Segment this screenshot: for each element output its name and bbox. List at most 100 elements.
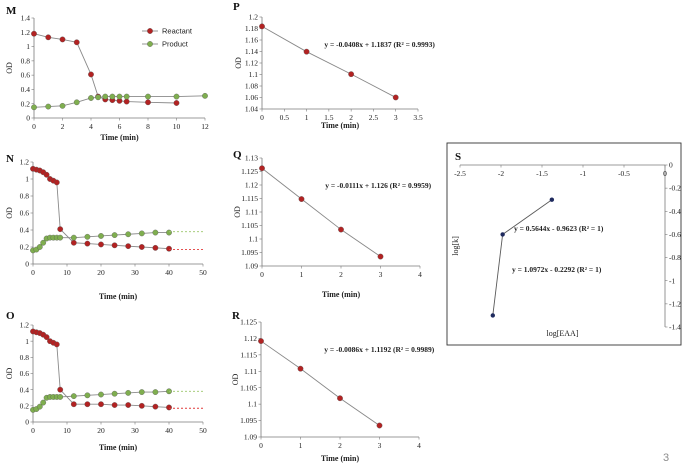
y-tick-label: 1.08 — [245, 82, 258, 91]
data-point — [258, 338, 264, 344]
fit-line — [261, 25, 396, 98]
data-point-product — [145, 93, 151, 100]
data-point-product — [138, 230, 145, 237]
x-tick-label: 10 — [63, 426, 71, 435]
x-tick-label: 10 — [63, 268, 71, 277]
data-point-reactant — [111, 242, 118, 249]
data-point-product — [98, 391, 104, 398]
y-tick-label: 0.6 — [20, 209, 30, 218]
chart-S: -2.5 -2 -1.5 -1 -0.5 00-0.2-0.4-0.6-0.8-1-1.2… — [446, 142, 682, 346]
data-point-product — [102, 93, 109, 100]
y-tick-label: 0.6 — [20, 369, 30, 378]
x-tick-label: 20 — [97, 426, 105, 435]
data-point — [392, 94, 399, 101]
y-tick-label: 0.2 — [21, 99, 31, 108]
data-point — [303, 48, 310, 55]
data-point-product — [70, 234, 77, 241]
y-tick-label: 1.13 — [245, 154, 258, 163]
y-tick-label: 1.4 — [21, 14, 31, 23]
x-tick-label: 40 — [165, 426, 173, 435]
x-tick-label: 2 — [61, 122, 65, 131]
trendline-equation: y = -0.0086x + 1.1192 (R² = 0.9989) — [324, 345, 435, 354]
data-point-product — [88, 95, 94, 101]
y-axis-title: log[k] — [451, 236, 460, 256]
y-tick-label: 1.11 — [245, 208, 258, 217]
data-point-product — [123, 93, 130, 100]
y-tick-label: 0.6 — [21, 71, 31, 80]
data-point — [500, 232, 505, 237]
data-point-product — [57, 234, 64, 241]
x-tick-label: 4 — [89, 122, 93, 131]
y-tick-label: 1.095 — [240, 416, 257, 425]
x-axis-title: Time (min) — [322, 290, 361, 299]
panel-label: P — [233, 1, 240, 13]
data-point-product — [84, 392, 91, 399]
x-tick-label: 1.5 — [324, 113, 334, 122]
data-point-reactant — [145, 99, 151, 106]
y-tick-label: 1.1 — [249, 70, 259, 79]
data-point — [298, 196, 305, 202]
data-point — [297, 365, 304, 372]
x-tick-label: 10 — [173, 122, 181, 131]
y-tick-label: 1.16 — [245, 36, 258, 45]
data-point-reactant — [45, 34, 52, 41]
data-point-product — [173, 93, 180, 100]
x-tick-label: 3 — [394, 113, 398, 122]
data-point-product — [202, 92, 208, 99]
trendline-equation: y = -0.0111x + 1.126 (R² = 0.9959) — [325, 181, 431, 190]
y-tick-label: 0 — [669, 161, 673, 170]
y-tick-label: 1.11 — [244, 367, 257, 376]
x-tick-label: -2 — [498, 169, 504, 178]
x-tick-label: 6 — [118, 122, 122, 131]
data-point-reactant — [43, 171, 50, 178]
data-point-reactant — [125, 243, 132, 250]
data-point-product — [40, 399, 47, 406]
data-point-reactant — [84, 240, 91, 247]
data-point-reactant — [88, 71, 94, 78]
x-tick-label: 50 — [199, 426, 207, 435]
y-tick-label: 1.105 — [240, 383, 257, 392]
data-point-product — [45, 103, 52, 110]
x-tick-label: 50 — [199, 268, 207, 277]
data-point-reactant — [152, 403, 159, 410]
x-tick-label: -1 — [580, 169, 586, 178]
x-axis-title: Time (min) — [321, 454, 360, 463]
y-tick-label: 0.2 — [20, 401, 30, 410]
data-point-product — [98, 233, 104, 239]
chart-N: 0 10 20 30 40 50 0 0.2 0.4 0.6 0.8 1 1.2 N Time (min) O… — [5, 153, 207, 301]
x-tick-label: 0 — [31, 268, 35, 277]
x-tick-label: 3 — [379, 270, 383, 279]
y-tick-label: 1.2 — [21, 28, 31, 37]
x-axis-title: Time (min) — [100, 133, 139, 142]
data-point-product — [95, 94, 102, 101]
legend-label: Product — [162, 40, 189, 49]
chart-O: 0 10 20 30 40 50 0 0.2 0.4 0.6 0.8 1 1.2 O Time (min) O… — [5, 310, 207, 452]
y-tick-label: 0 — [25, 260, 29, 269]
data-point-product — [111, 390, 118, 397]
data-point — [337, 395, 343, 402]
y-axis-title: OD — [231, 374, 240, 386]
data-point — [338, 226, 344, 233]
x-tick-label: 2.5 — [369, 113, 379, 122]
fit-line — [260, 340, 380, 426]
y-tick-label: 0.4 — [20, 385, 30, 394]
x-axis-title: Time (min) — [321, 121, 360, 130]
x-axis-title: Time (min) — [99, 443, 138, 452]
y-tick-label: 1.18 — [245, 24, 258, 33]
data-point-reactant — [166, 245, 172, 252]
x-tick-label: 0 — [663, 169, 667, 178]
x-tick-label: 3.5 — [413, 113, 423, 122]
data-point — [348, 71, 355, 78]
x-tick-label: 4 — [418, 270, 422, 279]
y-tick-label: 1.115 — [241, 194, 258, 203]
y-tick-label: 1.105 — [241, 221, 258, 230]
y-axis-title: OD — [5, 62, 14, 74]
y-axis-title: OD — [5, 207, 14, 219]
data-point-product — [59, 102, 66, 109]
y-tick-label: -0.2 — [669, 184, 681, 193]
x-tick-label: 8 — [146, 122, 150, 131]
x-tick-label: 1 — [300, 270, 304, 279]
x-tick-label: 2 — [349, 113, 353, 122]
y-axis-title: OD — [233, 206, 242, 218]
